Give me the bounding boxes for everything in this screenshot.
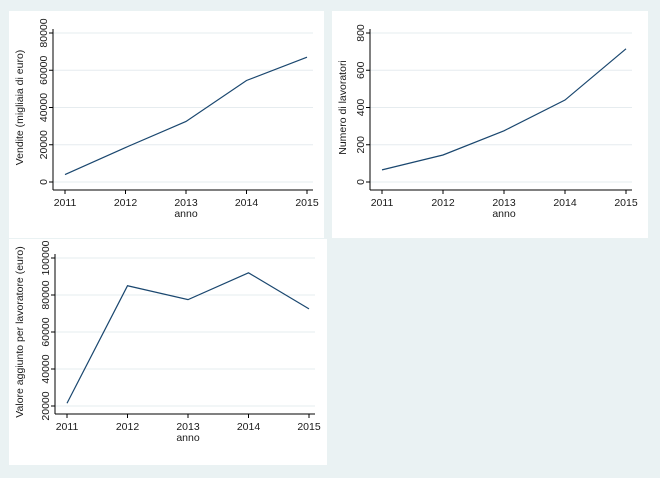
y-axis-label: Vendite (migliaia di euro) <box>14 50 26 166</box>
series-line <box>381 48 627 171</box>
value-added-chart-panel: 20000 40000 60000 80000 100000 2011 2012 2013 20… <box>9 239 327 465</box>
y-axis-label: Valore aggiunto per lavoratore (euro) <box>14 246 26 417</box>
workers-chart-panel: 0 200 400 600 800 2011 2012 2013 2014 2015 anno Num… <box>332 11 648 238</box>
y-tick-label: 20000 <box>38 130 50 159</box>
y-tick-label: 0 <box>355 179 367 185</box>
y-tick-label: 60000 <box>38 55 50 84</box>
y-tick-label: 400 <box>355 99 367 117</box>
y-tick-label: 80000 <box>40 280 52 309</box>
sales-line-chart: 0 20000 40000 60000 80000 2011 2012 2013 2014 201… <box>14 18 319 220</box>
y-tick-label: 80000 <box>38 18 50 47</box>
x-axis-label: anno <box>176 432 200 444</box>
x-tick-label: 2012 <box>114 197 138 209</box>
x-tick-label: 2015 <box>297 421 321 433</box>
y-tick-label: 0 <box>38 179 50 185</box>
x-tick-label: 2014 <box>237 421 261 433</box>
x-tick-label: 2015 <box>614 197 638 209</box>
x-tick-label: 2012 <box>116 421 140 433</box>
series-line <box>64 56 308 176</box>
y-tick-label: 40000 <box>40 354 52 383</box>
x-tick-label: 2012 <box>431 197 455 209</box>
x-tick-label: 2011 <box>371 197 394 209</box>
x-tick-label: 2011 <box>56 421 79 433</box>
x-tick-label: 2013 <box>176 421 200 433</box>
x-tick-label: 2011 <box>54 197 77 209</box>
x-axis-label: anno <box>174 208 198 220</box>
x-tick-label: 2015 <box>295 197 319 209</box>
y-tick-label: 20000 <box>40 391 52 420</box>
y-tick-label: 40000 <box>38 93 50 122</box>
x-tick-label: 2014 <box>553 197 577 209</box>
x-tick-label: 2013 <box>174 197 198 209</box>
x-axis-label: anno <box>492 208 516 220</box>
y-tick-label: 800 <box>355 24 367 42</box>
y-tick-label: 60000 <box>40 317 52 346</box>
series-line <box>66 272 310 404</box>
y-tick-label: 200 <box>355 136 367 154</box>
value-added-line-chart: 20000 40000 60000 80000 100000 2011 2012 2013 20… <box>14 240 321 444</box>
y-tick-label: 100000 <box>40 240 52 275</box>
y-axis-label: Numero di lavoratori <box>337 60 349 155</box>
workers-line-chart: 0 200 400 600 800 2011 2012 2013 2014 2015 anno Num… <box>337 24 638 220</box>
x-tick-label: 2014 <box>235 197 259 209</box>
sales-chart-panel: 0 20000 40000 60000 80000 2011 2012 2013 2014 201… <box>9 11 324 238</box>
y-tick-label: 600 <box>355 61 367 79</box>
x-tick-label: 2013 <box>492 197 516 209</box>
